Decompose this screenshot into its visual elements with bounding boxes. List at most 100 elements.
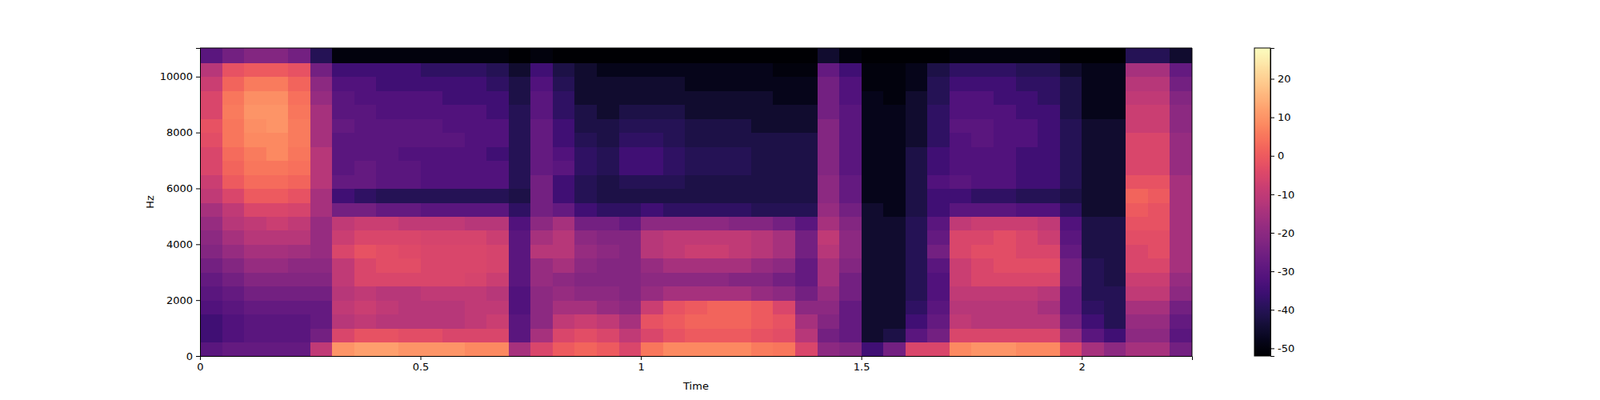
cell <box>310 286 333 301</box>
cell <box>332 160 355 176</box>
cell <box>1037 62 1060 77</box>
cell <box>244 216 267 231</box>
cell <box>552 216 576 231</box>
cell <box>222 244 245 259</box>
cell <box>795 216 818 231</box>
cell <box>993 328 1016 343</box>
cell <box>663 230 686 245</box>
cell <box>1016 244 1039 259</box>
cell <box>751 76 774 92</box>
cell <box>200 216 223 231</box>
cell <box>927 132 950 148</box>
cell <box>266 160 289 176</box>
cell <box>751 188 774 203</box>
cell <box>1037 118 1060 133</box>
cell <box>949 230 972 245</box>
cell <box>1060 258 1083 273</box>
cell <box>574 90 597 105</box>
cell <box>508 118 532 133</box>
cell <box>310 258 333 273</box>
cell <box>883 188 906 203</box>
cell <box>310 342 333 356</box>
cell <box>244 202 267 217</box>
cell <box>993 202 1016 217</box>
cell <box>310 300 333 315</box>
tick-mark <box>1270 348 1275 349</box>
cell <box>839 258 862 273</box>
cell <box>442 146 465 161</box>
cell <box>927 286 950 301</box>
cell <box>927 272 950 287</box>
cell <box>905 188 928 203</box>
tick: -40 <box>1270 304 1295 316</box>
tick: -50 <box>1270 342 1295 355</box>
cell <box>1104 48 1127 64</box>
cell <box>619 342 642 356</box>
cell <box>839 188 862 203</box>
cell <box>751 286 774 301</box>
cell <box>751 62 774 77</box>
cell <box>993 216 1016 231</box>
cell <box>508 202 532 217</box>
cell <box>1148 132 1171 148</box>
tick-mark <box>1270 232 1275 234</box>
cell <box>1081 146 1104 161</box>
cell <box>200 132 223 148</box>
cell <box>927 230 950 245</box>
cell <box>376 300 399 315</box>
cell <box>200 300 223 315</box>
cell <box>861 104 884 120</box>
cell <box>1169 244 1192 259</box>
cell <box>795 104 818 120</box>
cell <box>1060 48 1083 64</box>
cell <box>244 272 267 287</box>
cell <box>817 90 840 105</box>
cell <box>993 62 1016 77</box>
cell <box>663 272 686 287</box>
cell <box>1104 118 1127 133</box>
cell <box>927 118 950 133</box>
cell <box>795 202 818 217</box>
cell <box>1016 160 1039 176</box>
cell <box>795 328 818 343</box>
cell <box>244 146 267 161</box>
cell <box>728 328 752 343</box>
cell <box>1125 132 1148 148</box>
cell <box>442 300 465 315</box>
cell <box>442 48 465 64</box>
cell <box>883 90 906 105</box>
cell <box>244 258 267 273</box>
cell <box>596 328 620 343</box>
cell <box>464 48 488 64</box>
cell <box>949 188 972 203</box>
cell <box>663 146 686 161</box>
cell <box>574 146 597 161</box>
cell <box>376 62 399 77</box>
cell <box>398 342 421 356</box>
tick-label: 0.5 <box>412 360 430 373</box>
tick-mark <box>196 300 200 301</box>
cell <box>663 188 686 203</box>
cell <box>398 328 421 343</box>
tick-label: 10 <box>1277 111 1292 124</box>
cell <box>883 174 906 189</box>
cell <box>883 76 906 92</box>
cell <box>905 342 928 356</box>
cell <box>200 258 223 273</box>
cell <box>1169 174 1192 189</box>
cell <box>376 118 399 133</box>
tick-label: 2 <box>1079 360 1086 373</box>
cell <box>486 202 509 217</box>
cell <box>1037 286 1060 301</box>
cell <box>839 314 862 329</box>
cell <box>508 188 532 203</box>
cell <box>640 188 664 203</box>
cell <box>1037 188 1060 203</box>
cell <box>684 314 708 329</box>
cell <box>927 244 950 259</box>
cell <box>1081 104 1104 120</box>
cell <box>1060 216 1083 231</box>
tick-label: 10000 <box>160 70 193 83</box>
cell <box>861 314 884 329</box>
cell <box>1016 314 1039 329</box>
